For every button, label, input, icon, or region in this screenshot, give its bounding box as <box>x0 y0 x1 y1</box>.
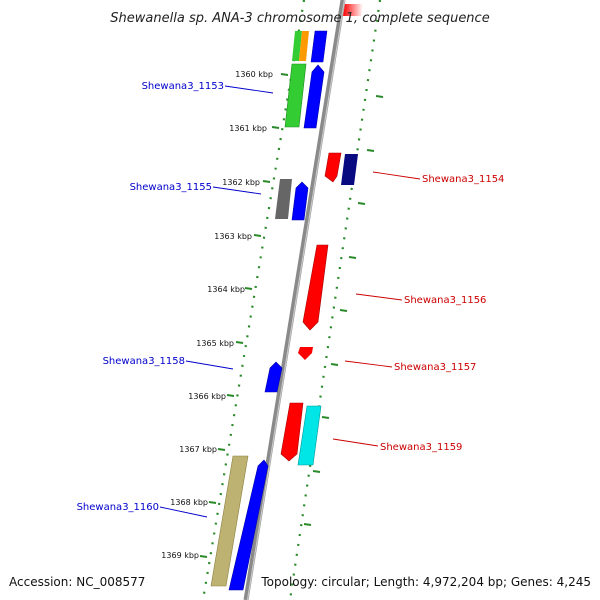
track-boundary-left <box>201 0 306 600</box>
gene-label-1157: Shewana3_1157 <box>394 362 476 373</box>
gene-labels: Shewana3_1153 Shewana3_1154 Shewana3_115… <box>77 81 505 513</box>
genome-summary-text: Topology: circular; Length: 4,972,204 bp… <box>260 575 591 589</box>
gene-blue-1160 <box>228 459 269 591</box>
gene-label-1159: Shewana3_1159 <box>380 442 462 453</box>
scale-label: 1365 kbp <box>196 339 234 348</box>
gene-red-1156 <box>302 244 329 331</box>
scale-label: 1368 kbp <box>170 498 208 507</box>
scale-label: 1360 kbp <box>235 70 273 79</box>
gene-khaki-1160 <box>210 455 249 587</box>
gene-blue-top <box>310 30 328 63</box>
gene-green-small <box>292 31 302 61</box>
gene-label-1153: Shewana3_1153 <box>142 81 224 92</box>
scale-ticks <box>199 73 384 558</box>
scale-label: 1369 kbp <box>161 551 199 560</box>
gene-red-1159 <box>280 402 304 462</box>
track-boundary-right <box>288 0 382 600</box>
gene-label-1158: Shewana3_1158 <box>103 356 185 367</box>
gene-blue-1155 <box>291 181 309 221</box>
scale-label: 1362 kbp <box>222 178 260 187</box>
gene-orange-small <box>299 31 309 61</box>
gene-blue-1153 <box>303 64 325 129</box>
gene-blue-1158 <box>264 361 283 393</box>
scale-labels: 1360 kbp 1361 kbp 1362 kbp 1363 kbp 1364… <box>161 70 273 560</box>
map-title: Shewanella sp. ANA-3 chromosome 1, compl… <box>110 11 489 26</box>
accession-text: Accession: NC_008577 <box>9 575 145 589</box>
gene-red-1157 <box>298 347 313 360</box>
gene-green-1153 <box>284 63 307 128</box>
chromosome-backbone <box>243 0 346 600</box>
scale-label: 1363 kbp <box>214 232 252 241</box>
gene-label-1156: Shewana3_1156 <box>404 295 486 306</box>
gene-red-1154 <box>324 152 342 183</box>
label-leaders <box>159 85 421 518</box>
scale-label: 1367 kbp <box>179 445 217 454</box>
gene-label-1160: Shewana3_1160 <box>77 502 159 513</box>
gene-features <box>210 4 363 591</box>
gene-cyan-1159 <box>297 405 322 466</box>
gene-label-1154: Shewana3_1154 <box>422 174 504 185</box>
gene-navy-1154 <box>341 154 358 185</box>
gene-label-1155: Shewana3_1155 <box>130 182 212 193</box>
scale-label: 1364 kbp <box>207 285 245 294</box>
scale-label: 1361 kbp <box>229 124 267 133</box>
gene-gray-1155 <box>275 179 292 219</box>
scale-label: 1366 kbp <box>188 392 226 401</box>
gene-top-faded <box>343 4 363 16</box>
